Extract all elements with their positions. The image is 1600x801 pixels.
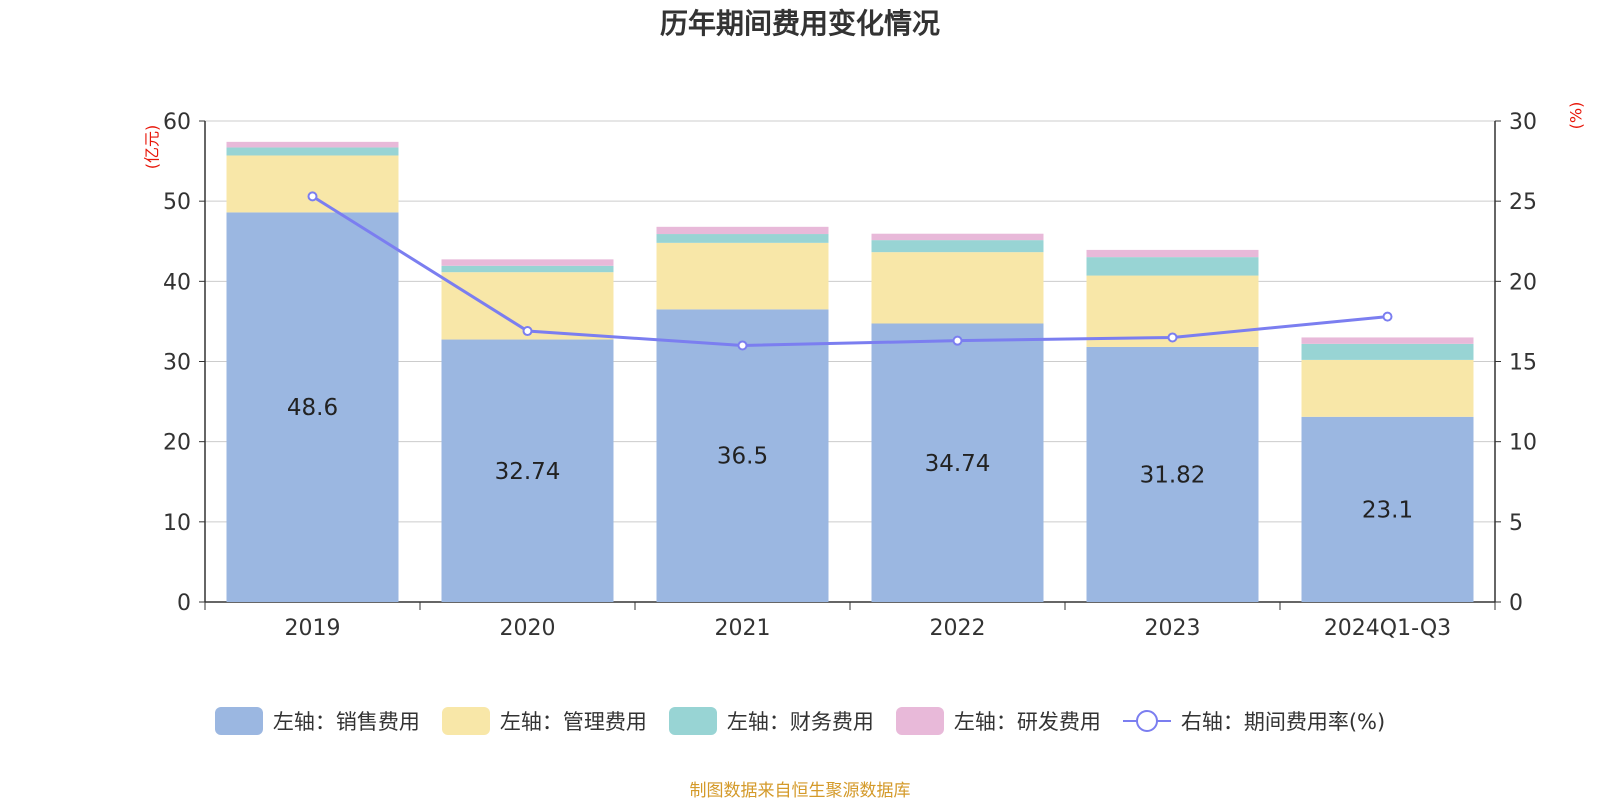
bar-segment-3 (441, 259, 614, 266)
legend-label-rate: 右轴：期间费用率(%) (1180, 710, 1386, 734)
x-axis-tick-label: 2019 (285, 616, 341, 641)
bar-data-label: 31.82 (1140, 462, 1206, 488)
legend-swatch-rd (895, 707, 944, 735)
bar-segment-0 (441, 339, 614, 602)
x-axis-tick-label: 2024Q1-Q3 (1324, 616, 1451, 641)
rate-point (1382, 311, 1393, 322)
right-axis-tick-label: 15 (1509, 351, 1537, 376)
legend-swatch-rate (1122, 707, 1171, 735)
right-axis-tick-label: 30 (1509, 110, 1537, 135)
bar-segment-2 (226, 147, 399, 156)
right-axis-tick-label: 25 (1509, 190, 1537, 215)
bar-segment-3 (871, 233, 1044, 241)
data-source-note: 制图数据来自恒生聚源数据库 (689, 781, 911, 801)
bar-segment-2 (1086, 257, 1259, 276)
x-axis-tick-label: 2022 (930, 616, 986, 641)
bar-segment-3 (226, 141, 399, 148)
bar-segment-2 (656, 234, 829, 243)
bar-segment-0 (1086, 346, 1259, 602)
right-axis-tick-label: 0 (1509, 591, 1523, 616)
legend: 左轴：销售费用 左轴：管理费用 左轴：财务费用 左轴：研发费用 右轴：期间费用率… (0, 706, 1600, 736)
legend-item-admin[interactable]: 左轴：管理费用 (441, 706, 647, 736)
legend-swatch-finance (668, 707, 717, 735)
bar-data-label: 34.74 (925, 451, 991, 477)
x-axis-tick-label: 2023 (1145, 616, 1201, 641)
bar-segment-1 (871, 252, 1044, 324)
x-axis-tick-label: 2021 (715, 616, 771, 641)
left-axis-tick-label: 0 (177, 591, 191, 616)
left-axis-tick-label: 20 (163, 431, 191, 456)
rate-point (1167, 332, 1178, 343)
chart-canvas: 0 10 20 30 40 50 60 0 5 10 15 20 25 30 2019 2020 2021 202… (163, 110, 1537, 641)
legend-label-rd: 左轴：研发费用 (953, 710, 1101, 734)
legend-swatch-sales (214, 707, 263, 735)
bar-data-label: 23.1 (1362, 497, 1413, 523)
bar-data-label: 48.6 (287, 395, 338, 421)
left-axis-tick-label: 60 (163, 110, 191, 135)
bar-data-label: 36.5 (717, 444, 768, 470)
rate-point (952, 335, 963, 346)
rate-point (737, 340, 748, 351)
right-axis-tick-label: 20 (1509, 270, 1537, 295)
left-axis-tick-label: 30 (163, 351, 191, 376)
bar-segment-0 (656, 309, 829, 602)
bar-segment-0 (226, 212, 399, 602)
bar-segment-3 (1086, 249, 1259, 258)
bar-segment-2 (1301, 343, 1474, 360)
chart-title: 历年期间费用变化情况 (659, 7, 940, 40)
legend-item-rd[interactable]: 左轴：研发费用 (895, 706, 1101, 736)
bar-segment-1 (1301, 359, 1474, 417)
legend-item-finance[interactable]: 左轴：财务费用 (668, 706, 874, 736)
bar-segment-2 (441, 265, 614, 273)
bar-data-label: 32.74 (495, 459, 561, 485)
legend-item-rate[interactable]: 右轴：期间费用率(%) (1122, 706, 1386, 736)
rate-line (311, 195, 1388, 347)
bar-segment-1 (656, 242, 829, 310)
bar-segment-3 (1301, 337, 1474, 344)
legend-label-admin: 左轴：管理费用 (499, 710, 647, 734)
rate-point (307, 191, 318, 202)
bar-segment-0 (1301, 416, 1474, 602)
legend-label-finance: 左轴：财务费用 (726, 710, 874, 734)
bar-segment-0 (871, 323, 1044, 602)
rate-point (522, 326, 533, 337)
right-axis-tick-label: 10 (1509, 431, 1537, 456)
legend-label-sales: 左轴：销售费用 (272, 710, 420, 734)
bar-segment-2 (871, 240, 1044, 253)
bar-segment-3 (656, 226, 829, 235)
bar-segment-1 (226, 155, 399, 213)
legend-swatch-admin (441, 707, 490, 735)
left-axis-tick-label: 50 (163, 190, 191, 215)
right-axis-tick-label: 5 (1509, 511, 1523, 536)
left-axis-tick-label: 40 (163, 270, 191, 295)
legend-item-sales[interactable]: 左轴：销售费用 (214, 706, 420, 736)
left-axis-tick-label: 10 (163, 511, 191, 536)
x-axis-tick-label: 2020 (500, 616, 556, 641)
